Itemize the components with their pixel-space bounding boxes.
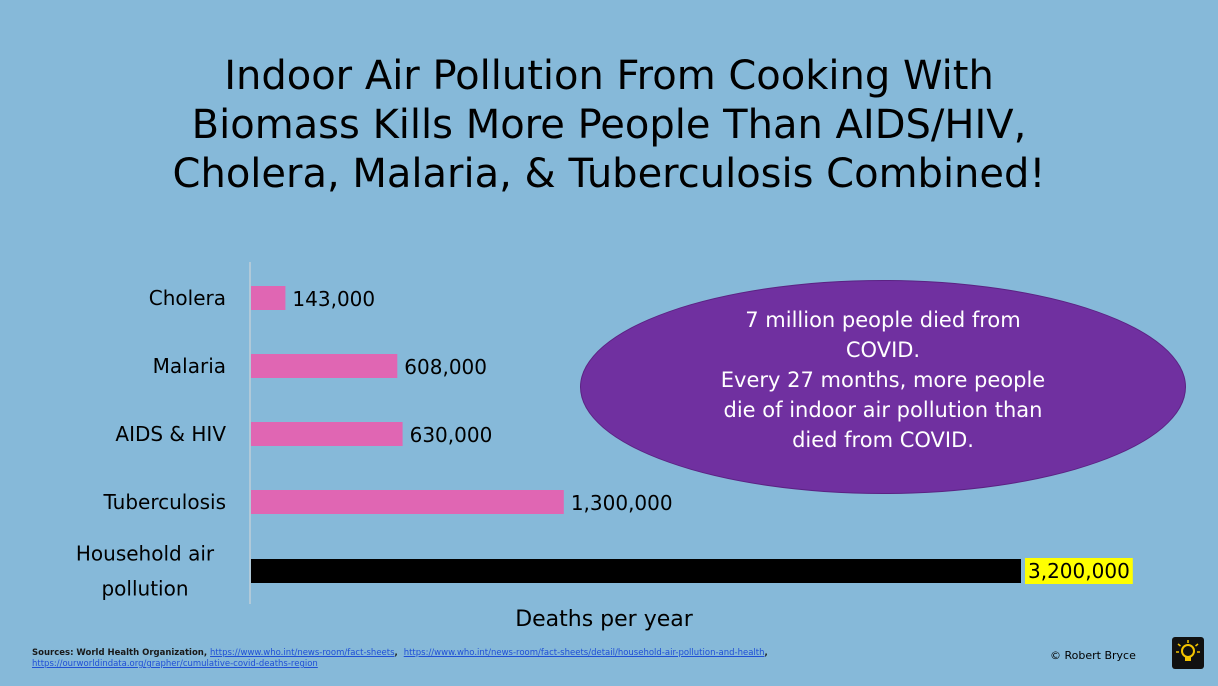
data-label: 143,000 — [292, 287, 375, 311]
chart-title: Indoor Air Pollution From Cooking With B… — [0, 52, 1218, 199]
callout-line: COVID. — [845, 338, 921, 362]
title-line: Biomass Kills More People Than AIDS/HIV, — [191, 102, 1027, 148]
source-link-who-household-air-pollution[interactable]: https://www.who.int/news-room/fact-sheet… — [403, 648, 765, 658]
title-line: Indoor Air Pollution From Cooking With — [224, 53, 994, 99]
copyright-text: © Robert Bryce — [1050, 649, 1136, 662]
data-label: 1,300,000 — [571, 491, 673, 515]
title-line: Cholera, Malaria, & Tuberculosis Combine… — [172, 151, 1046, 197]
callout-line: Every 27 months, more people — [720, 368, 1046, 392]
sources-prefix: Sources: World Health Organization, — [32, 648, 211, 658]
bar-malaria — [251, 354, 398, 378]
covid-callout-ellipse — [580, 280, 1186, 494]
callout-line: die of indoor air pollution than — [723, 398, 1043, 422]
x-axis-label: Deaths per year — [515, 607, 694, 632]
data-label: 608,000 — [404, 355, 487, 379]
tick-label: Malaria — [153, 354, 226, 378]
data-label-highlight — [1025, 558, 1133, 584]
lightbulb-icon — [1172, 637, 1204, 669]
bar-tuberculosis — [251, 490, 564, 514]
callout-line: died from COVID. — [792, 428, 974, 452]
tick-label: pollution — [101, 577, 188, 601]
tick-label: AIDS & HIV — [115, 422, 226, 446]
data-label: 630,000 — [410, 423, 493, 447]
tick-label: Tuberculosis — [103, 490, 227, 514]
tick-label: Household air — [76, 542, 215, 566]
callout-line: 7 million people died from — [745, 308, 1021, 332]
sources-note: Sources: World Health Organization, http… — [32, 648, 768, 669]
bar-aids-hiv — [251, 422, 403, 446]
covid-callout-text: 7 million people died from COVID. Every … — [640, 305, 1126, 455]
source-link-who-fact-sheets[interactable]: https://www.who.int/news-room/fact-sheet… — [210, 648, 395, 658]
bar-cholera — [251, 286, 286, 310]
tick-label: Cholera — [149, 286, 226, 310]
bar-household-air-pollution — [251, 559, 1021, 583]
source-link-owid-covid-deaths[interactable]: https://ourworldindata.org/grapher/cumul… — [32, 659, 318, 669]
data-label: 3,200,000 — [1028, 559, 1130, 583]
